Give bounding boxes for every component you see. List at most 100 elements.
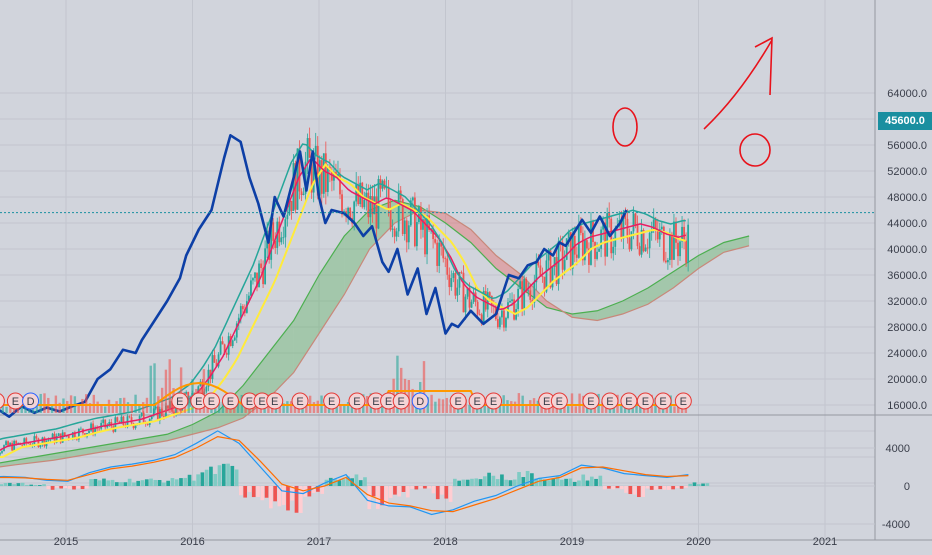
marker-letter: E [659, 396, 666, 408]
candle-body [394, 229, 396, 237]
earnings-marker[interactable]: E [203, 393, 219, 409]
candle-body [58, 433, 60, 436]
candle-body [0, 453, 1, 455]
candle-body [282, 237, 284, 238]
macd-histogram-bar [658, 486, 662, 489]
cloud-segment [623, 288, 648, 314]
macd-histogram-bar [474, 478, 478, 486]
candle-body [254, 273, 256, 279]
macd-histogram-bar [676, 486, 680, 488]
time-tick-label: 2021 [813, 536, 837, 548]
event-markers[interactable]: EEDEEEEEEEEEEEEEDEEEEEEEEEEE [0, 393, 691, 409]
candle-body [661, 227, 663, 229]
macd-histogram-bar [68, 486, 72, 489]
candle-body [637, 225, 639, 246]
macd-histogram-bar [17, 483, 21, 486]
dividend-marker[interactable]: D [412, 393, 428, 409]
macd-histogram-bar [693, 482, 697, 486]
volume-bar [514, 402, 516, 413]
candle-body [232, 340, 234, 346]
volume-bar [165, 370, 167, 413]
macd-histogram-bar [29, 485, 33, 486]
candle-body [147, 424, 149, 425]
candle-body [141, 413, 143, 416]
candle-body [206, 387, 208, 392]
macd-histogram-bar [303, 486, 307, 497]
macd-histogram-bar [201, 472, 205, 486]
volume-bar [131, 406, 133, 413]
volume-bar [96, 402, 98, 413]
earnings-marker[interactable]: E [486, 393, 502, 409]
macd-histogram-bar [705, 483, 709, 486]
macd-histogram-bar [76, 486, 80, 488]
macd-histogram-bar [663, 486, 667, 490]
macd-histogram-bar [94, 479, 98, 486]
candle-body [465, 297, 467, 313]
earnings-marker[interactable]: E [172, 393, 188, 409]
macd-histogram-bar [55, 486, 59, 488]
macd-histogram-bar [183, 478, 187, 486]
candle-body [38, 438, 40, 446]
earnings-marker[interactable]: E [469, 393, 485, 409]
price-tick-label: 40000.0 [887, 244, 927, 256]
macd-histogram-bar [136, 481, 140, 486]
macd-histogram-bar [376, 486, 380, 509]
volume-bar [108, 400, 110, 413]
macd-histogram-bar [483, 476, 487, 486]
candle-body [303, 194, 305, 195]
candle-body [448, 275, 450, 287]
earnings-marker[interactable]: E [675, 393, 691, 409]
macd-histogram-bar [432, 486, 436, 493]
candle-body [301, 191, 303, 195]
earnings-marker[interactable]: E [602, 393, 618, 409]
earnings-marker[interactable]: E [621, 393, 637, 409]
macd-histogram-bar [359, 480, 363, 486]
macd-histogram-bar [415, 486, 419, 489]
macd-histogram-bar [462, 480, 466, 486]
volume-bar [93, 395, 95, 413]
earnings-marker[interactable]: E [655, 393, 671, 409]
macd-histogram-bar [444, 486, 448, 499]
earnings-marker[interactable]: E [450, 393, 466, 409]
earnings-marker[interactable]: E [551, 393, 567, 409]
earnings-marker[interactable]: E [324, 393, 340, 409]
earnings-marker[interactable]: E [583, 393, 599, 409]
macd-histogram-bar [196, 474, 200, 486]
candle-body [222, 341, 224, 344]
volume-bar [40, 394, 42, 413]
candle-body [505, 318, 507, 328]
macd-histogram-bar [0, 484, 3, 486]
macd-histogram-bar [671, 486, 675, 489]
earnings-marker[interactable]: E [292, 393, 308, 409]
macd-histogram-bar [329, 478, 333, 486]
earnings-marker[interactable]: E [7, 393, 23, 409]
earnings-marker[interactable]: E [637, 393, 653, 409]
candle-body [647, 248, 649, 249]
macd-histogram-bar [132, 482, 136, 486]
volume-bar [115, 401, 117, 413]
price-tick-label: 20000.0 [887, 374, 927, 386]
volume-bar [104, 407, 106, 413]
earnings-marker[interactable]: E [267, 393, 283, 409]
macd-histogram-bar [205, 470, 209, 486]
macd-histogram-bar [513, 480, 517, 486]
macd-histogram-bar [145, 479, 149, 486]
cloud-segment [446, 213, 471, 242]
macd-histogram-bar [633, 486, 637, 495]
marker-letter: E [385, 396, 392, 408]
earnings-marker[interactable]: E [349, 393, 365, 409]
candle-body [471, 302, 473, 308]
dividend-marker[interactable]: D [23, 393, 39, 409]
macd-histogram-bar [616, 486, 620, 488]
macd-histogram-bar [46, 486, 50, 489]
macd-histogram-bar [158, 480, 162, 486]
earnings-marker[interactable]: E [222, 393, 238, 409]
earnings-marker[interactable]: E [393, 393, 409, 409]
candle-body [442, 247, 444, 259]
candle-body [48, 440, 50, 441]
candle-body [452, 273, 454, 278]
candle-body [116, 417, 118, 421]
volume-bar [442, 399, 444, 413]
